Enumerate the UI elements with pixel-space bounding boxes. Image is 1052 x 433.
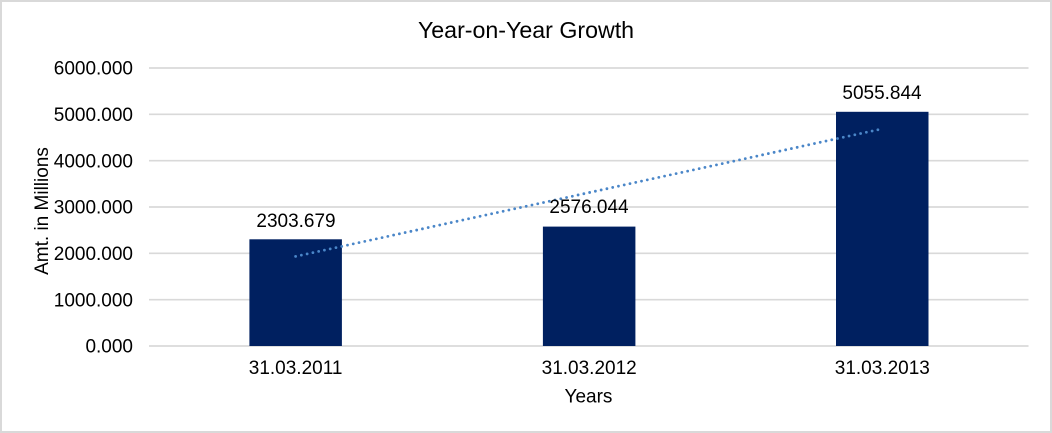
svg-text:2576.044: 2576.044 xyxy=(549,197,629,218)
svg-text:5000.000: 5000.000 xyxy=(54,105,133,126)
svg-text:3000.000: 3000.000 xyxy=(54,198,133,219)
svg-text:2303.679: 2303.679 xyxy=(256,211,335,232)
svg-text:Year-on-Year Growth: Year-on-Year Growth xyxy=(418,17,634,43)
svg-text:Amt. in Millions: Amt. in Millions xyxy=(32,147,53,275)
svg-text:2000.000: 2000.000 xyxy=(54,244,133,265)
svg-text:1000.000: 1000.000 xyxy=(54,290,133,311)
svg-text:5055.844: 5055.844 xyxy=(842,83,922,104)
svg-text:0.000: 0.000 xyxy=(85,337,133,358)
svg-text:31.03.2011: 31.03.2011 xyxy=(249,358,343,379)
svg-text:31.03.2013: 31.03.2013 xyxy=(835,358,930,379)
svg-text:6000.000: 6000.000 xyxy=(54,59,133,80)
svg-text:4000.000: 4000.000 xyxy=(54,151,133,172)
svg-text:Years: Years xyxy=(565,387,613,408)
svg-text:31.03.2012: 31.03.2012 xyxy=(542,358,637,379)
